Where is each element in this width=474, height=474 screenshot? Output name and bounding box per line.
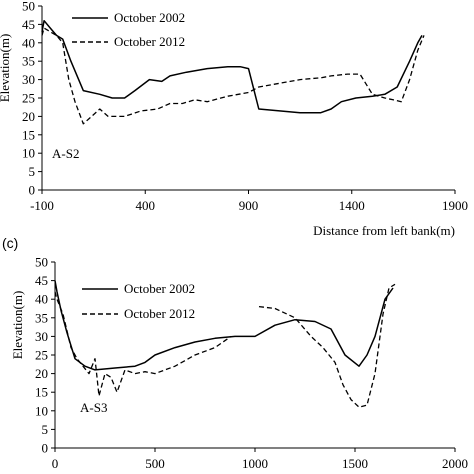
y-tick-label: 5: [29, 164, 36, 179]
y-tick-label: 5: [42, 422, 49, 437]
y-tick-label: 50: [22, 0, 35, 14]
y-tick-label: 40: [22, 35, 35, 50]
y-tick-label: 45: [22, 17, 35, 32]
legend-label: October 2012: [124, 306, 195, 321]
y-tick-label: 20: [35, 366, 48, 381]
y-axis-label: Elevation(m): [0, 34, 12, 103]
series-line-october-2012: [258, 283, 396, 408]
x-axis-label: Distance from left bank(m): [313, 223, 455, 238]
y-tick-label: 0: [42, 441, 49, 456]
y-tick-label: 35: [35, 310, 48, 325]
y-tick-label: 50: [35, 255, 48, 270]
series-line-october-2012: [54, 291, 232, 397]
y-tick-label: 15: [35, 385, 48, 400]
y-tick-label: 20: [22, 109, 35, 124]
y-tick-label: 10: [22, 146, 35, 161]
legend-label: October 2002: [114, 10, 185, 25]
y-tick-label: 40: [35, 292, 48, 307]
panel-tag: A-S3: [80, 400, 107, 415]
legend-label: October 2012: [114, 34, 185, 49]
y-tick-label: 45: [35, 273, 48, 288]
x-tick-label: 400: [136, 198, 156, 213]
y-tick-label: 30: [35, 329, 48, 344]
x-tick-label: 500: [145, 456, 165, 471]
series-line-october-2012: [41, 27, 425, 125]
x-tick-label: 1900: [442, 198, 468, 213]
chart-panel-1: 0 5 10 15 20 25 30 35 40 45 50 -100 400 900 1400 1900 Di…: [0, 0, 468, 238]
x-tick-label: 1400: [339, 198, 365, 213]
x-tick-label: 900: [239, 198, 259, 213]
series-line-october-2002: [41, 19, 423, 114]
x-tick-label: 0: [52, 456, 59, 471]
chart-panel-2: 051015202530354045500500100015002000Dist…: [2, 235, 468, 471]
x-tick-label: -100: [30, 198, 54, 213]
y-tick-label: 35: [22, 54, 35, 69]
y-tick-label: 30: [22, 72, 35, 87]
y-tick-label: 25: [35, 348, 48, 363]
panel-tag: A-S2: [52, 146, 79, 161]
legend-label: October 2002: [124, 281, 195, 296]
panel-letter: (c): [2, 235, 18, 251]
x-tick-label: 1500: [342, 456, 368, 471]
series-line-october-2002: [54, 280, 394, 371]
y-tick-label: 25: [22, 91, 35, 106]
x-tick-label: 2000: [442, 456, 468, 471]
y-axis-label: Elevation(m): [10, 291, 25, 360]
x-tick-label: 1000: [242, 456, 268, 471]
y-tick-label: 15: [22, 127, 35, 142]
y-tick-label: 10: [35, 403, 48, 418]
y-tick-label: 0: [29, 183, 36, 198]
